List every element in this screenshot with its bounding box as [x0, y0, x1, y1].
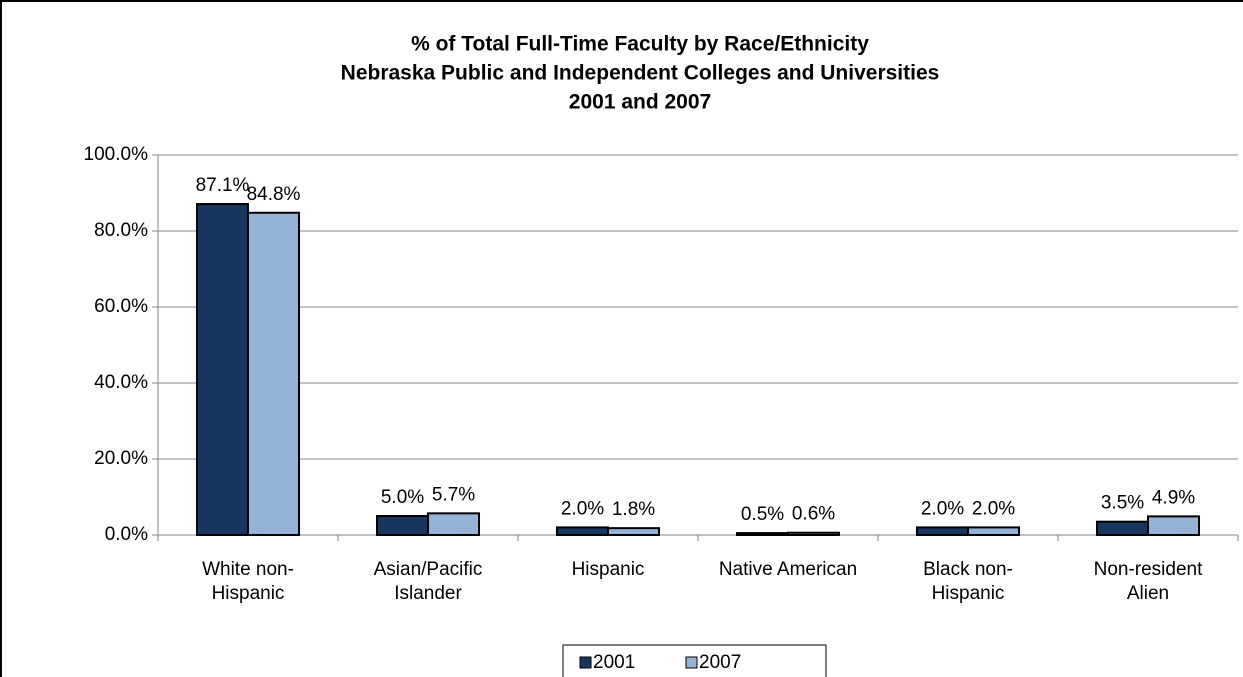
y-tick-label: 20.0%: [94, 448, 148, 469]
x-tick-label: Non-resident Alien: [1093, 559, 1203, 604]
data-label: 84.8%: [247, 184, 301, 205]
chart-subtitle: 2001 and 2007: [569, 91, 711, 114]
bar: [787, 531, 840, 536]
legend-label: 2001: [593, 652, 635, 673]
chart-subtitle: Nebraska Public and Independent Colleges…: [341, 62, 940, 85]
bar: [736, 532, 789, 536]
data-label: 4.9%: [1152, 487, 1195, 508]
bar: [556, 526, 609, 537]
data-label: 2.0%: [561, 498, 604, 519]
y-tick-label: 0.0%: [105, 524, 148, 545]
chart-title: % of Total Full-Time Faculty by Race/Eth…: [411, 33, 869, 56]
data-label: 5.7%: [432, 484, 475, 505]
legend-label: 2007: [699, 652, 741, 673]
bar: [916, 526, 969, 537]
x-tick-label: White non- Hispanic: [202, 559, 294, 604]
data-label: 2.0%: [972, 498, 1015, 519]
data-label: 1.8%: [612, 499, 655, 520]
data-label: 0.5%: [741, 504, 784, 525]
data-label: 3.5%: [1101, 493, 1144, 514]
bar: [247, 211, 300, 536]
data-label: 5.0%: [381, 487, 424, 508]
y-tick-label: 100.0%: [84, 144, 149, 165]
legend-swatch: [579, 656, 592, 669]
x-tick-label: Asian/Pacific Islander: [373, 559, 483, 604]
bar: [196, 203, 249, 537]
y-tick-label: 40.0%: [94, 372, 148, 393]
data-label: 2.0%: [921, 498, 964, 519]
bar: [1096, 520, 1149, 537]
data-label: 87.1%: [196, 175, 250, 196]
bar: [1147, 515, 1200, 537]
y-tick-label: 80.0%: [94, 220, 148, 241]
data-label: 0.6%: [792, 504, 835, 525]
bar: [607, 527, 660, 536]
x-tick-label: Native American: [718, 559, 858, 580]
bar: [967, 526, 1020, 537]
x-tick-label: Black non- Hispanic: [923, 559, 1013, 604]
legend-swatch: [685, 656, 698, 669]
x-tick-label: Hispanic: [571, 559, 645, 580]
bar: [427, 512, 480, 537]
y-tick-label: 60.0%: [94, 296, 148, 317]
bar: [376, 515, 429, 536]
